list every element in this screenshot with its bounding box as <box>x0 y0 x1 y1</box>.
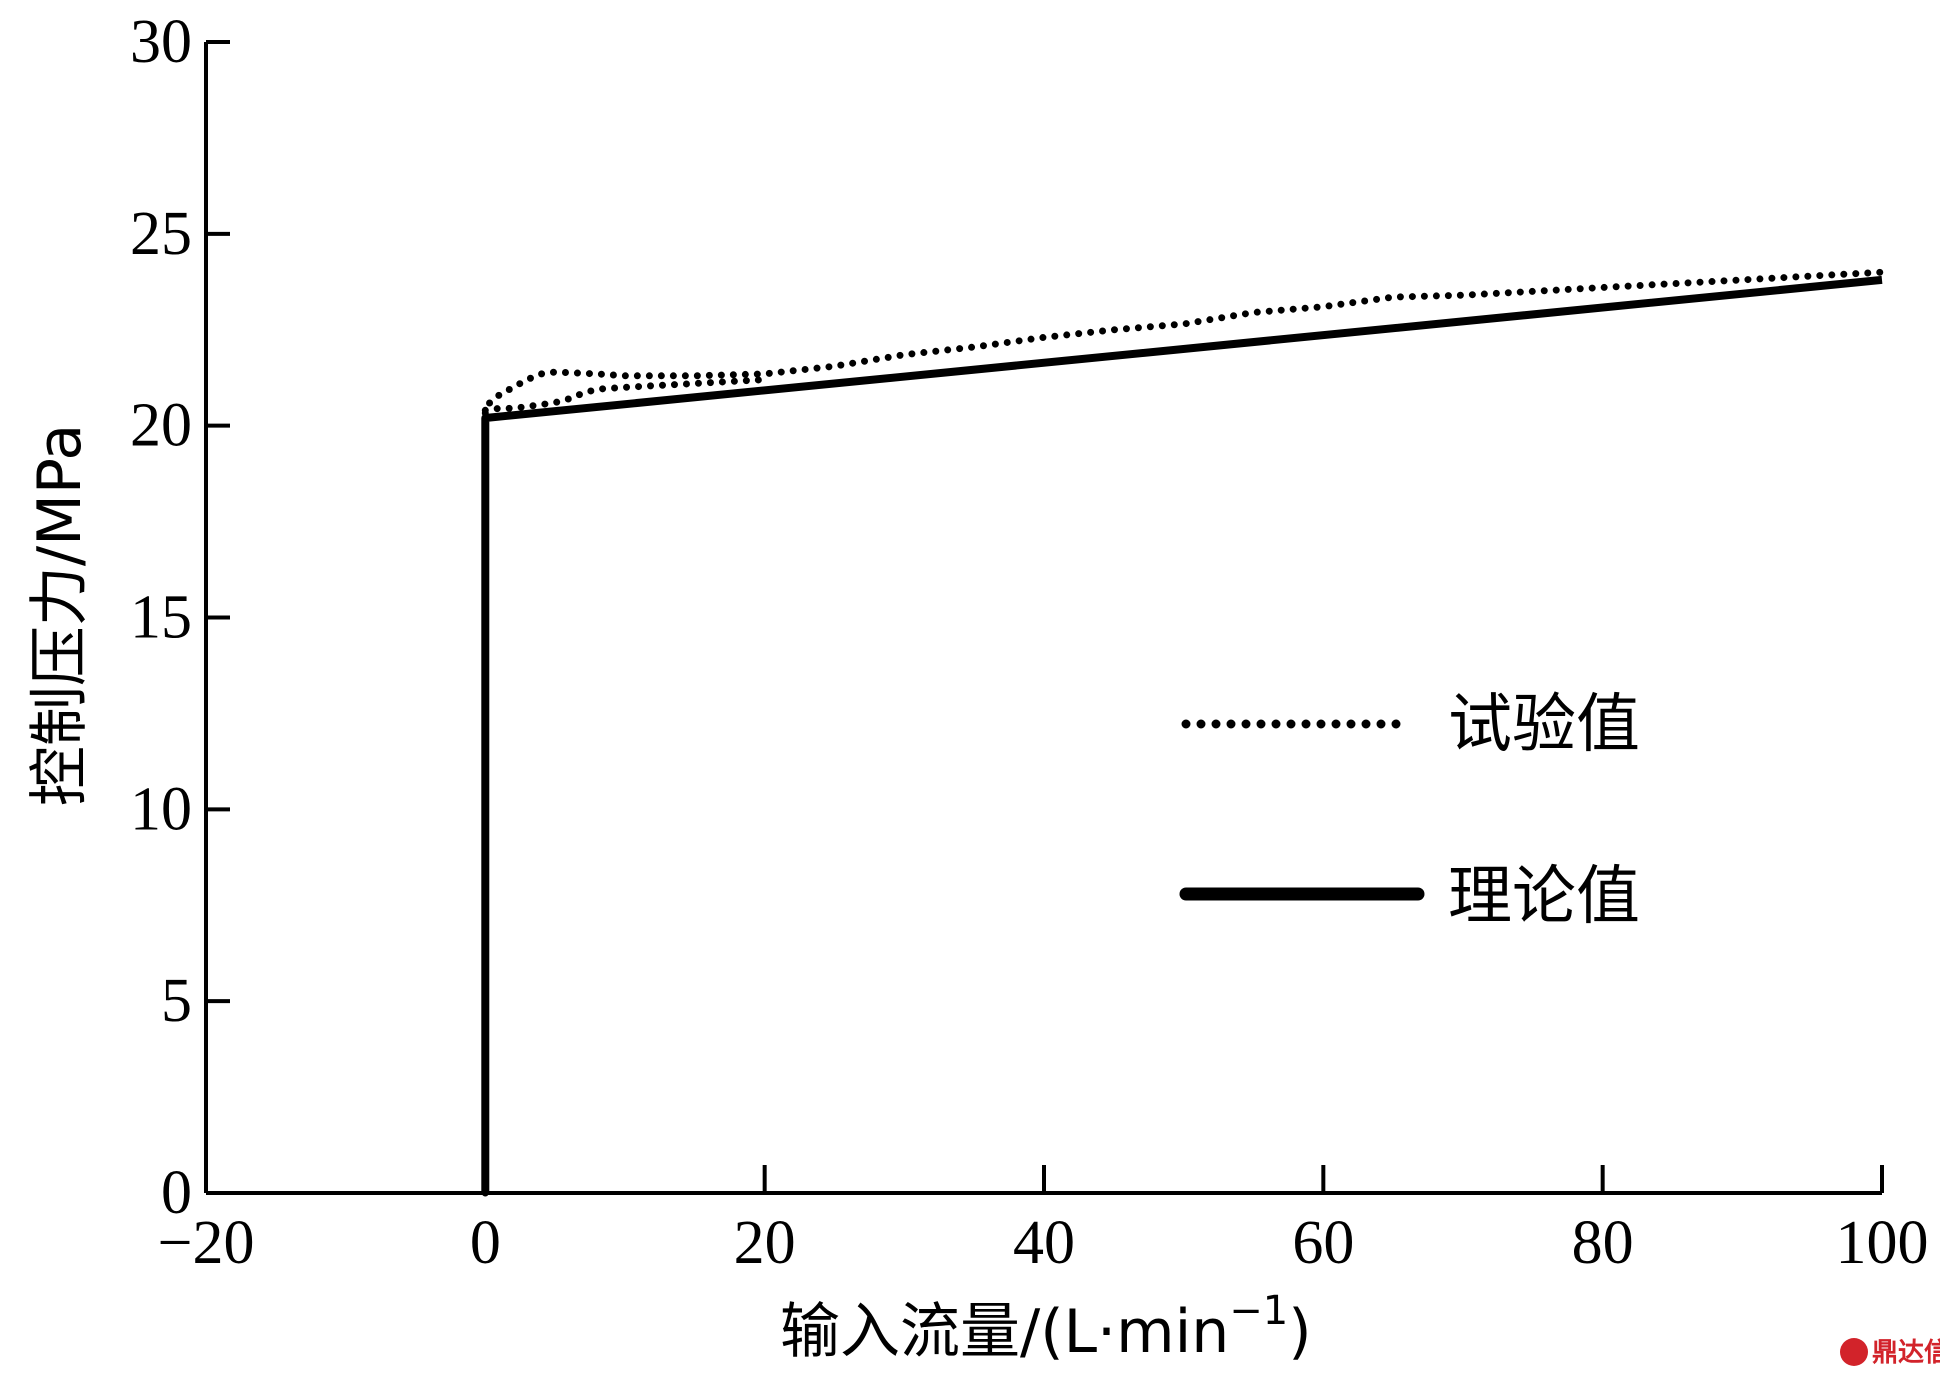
x-axis-title-superscript: −1 <box>1229 1288 1288 1334</box>
x-axis-title-main: 输入流量/(L·min <box>780 1297 1229 1367</box>
y-tick-label: 30 <box>130 8 192 76</box>
dingdaxin-logo-icon <box>1840 1338 1868 1366</box>
x-tick-label: 20 <box>734 1209 796 1277</box>
x-axis-title-close: ) <box>1288 1297 1311 1367</box>
legend-label-theoretical: 理论值 <box>1448 860 1640 934</box>
x-tick-label: 100 <box>1836 1209 1929 1277</box>
series-line-experimental <box>481 268 1886 1197</box>
x-axis-title: 输入流量/(L·min−1) <box>780 1288 1312 1367</box>
x-tick-label: 60 <box>1292 1209 1354 1277</box>
x-tick-label: 80 <box>1572 1209 1634 1277</box>
legend: 试验值 理论值 <box>1179 688 1640 934</box>
watermark: 鼎达信 <box>1840 1338 1940 1368</box>
watermark-text: 鼎达信 <box>1872 1338 1940 1368</box>
y-tick-label: 5 <box>161 967 192 1035</box>
x-tick-label: −20 <box>158 1209 255 1277</box>
y-axis-title: 控制压力/MPa <box>25 424 95 806</box>
legend-label-experimental: 试验值 <box>1448 688 1640 762</box>
x-tick-label: 40 <box>1013 1209 1075 1277</box>
y-tick-label: 10 <box>130 775 192 843</box>
axes <box>204 42 1882 1195</box>
y-tick-label: 25 <box>130 200 192 268</box>
y-tick-label: 15 <box>130 584 192 652</box>
x-tick-label: 0 <box>470 1209 501 1277</box>
series-line-experimental <box>481 376 769 414</box>
series-line-theoretical <box>481 275 1883 1193</box>
series-layer <box>481 268 1886 1197</box>
y-tick-label: 20 <box>130 392 192 460</box>
y-tick-label: 0 <box>161 1159 192 1227</box>
